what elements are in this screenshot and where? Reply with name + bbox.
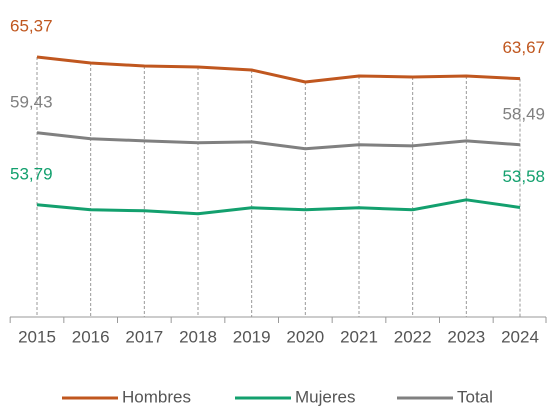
data-label: 59,43 [10,92,53,111]
x-tick-label: 2019 [233,327,271,346]
legend-label: Total [457,387,493,406]
data-label: 53,79 [10,164,53,183]
series-line [36,55,521,84]
x-tick-label: 2021 [340,327,378,346]
legend-label: Hombres [122,387,191,406]
legend-label: Mujeres [295,387,355,406]
data-label: 65,37 [10,16,53,35]
series-line [36,198,521,216]
x-tick-label: 2017 [125,327,163,346]
x-tick-label: 2022 [394,327,432,346]
data-label: 63,67 [502,38,545,57]
data-label: 53,58 [502,167,545,186]
x-tick-label: 2015 [18,327,56,346]
x-tick-label: 2020 [286,327,324,346]
x-tick-label: 2016 [72,327,110,346]
x-tick-label: 2018 [179,327,217,346]
data-label: 58,49 [502,104,545,123]
series-line [36,131,521,151]
x-tick-label: 2024 [501,327,539,346]
x-tick-label: 2023 [447,327,485,346]
